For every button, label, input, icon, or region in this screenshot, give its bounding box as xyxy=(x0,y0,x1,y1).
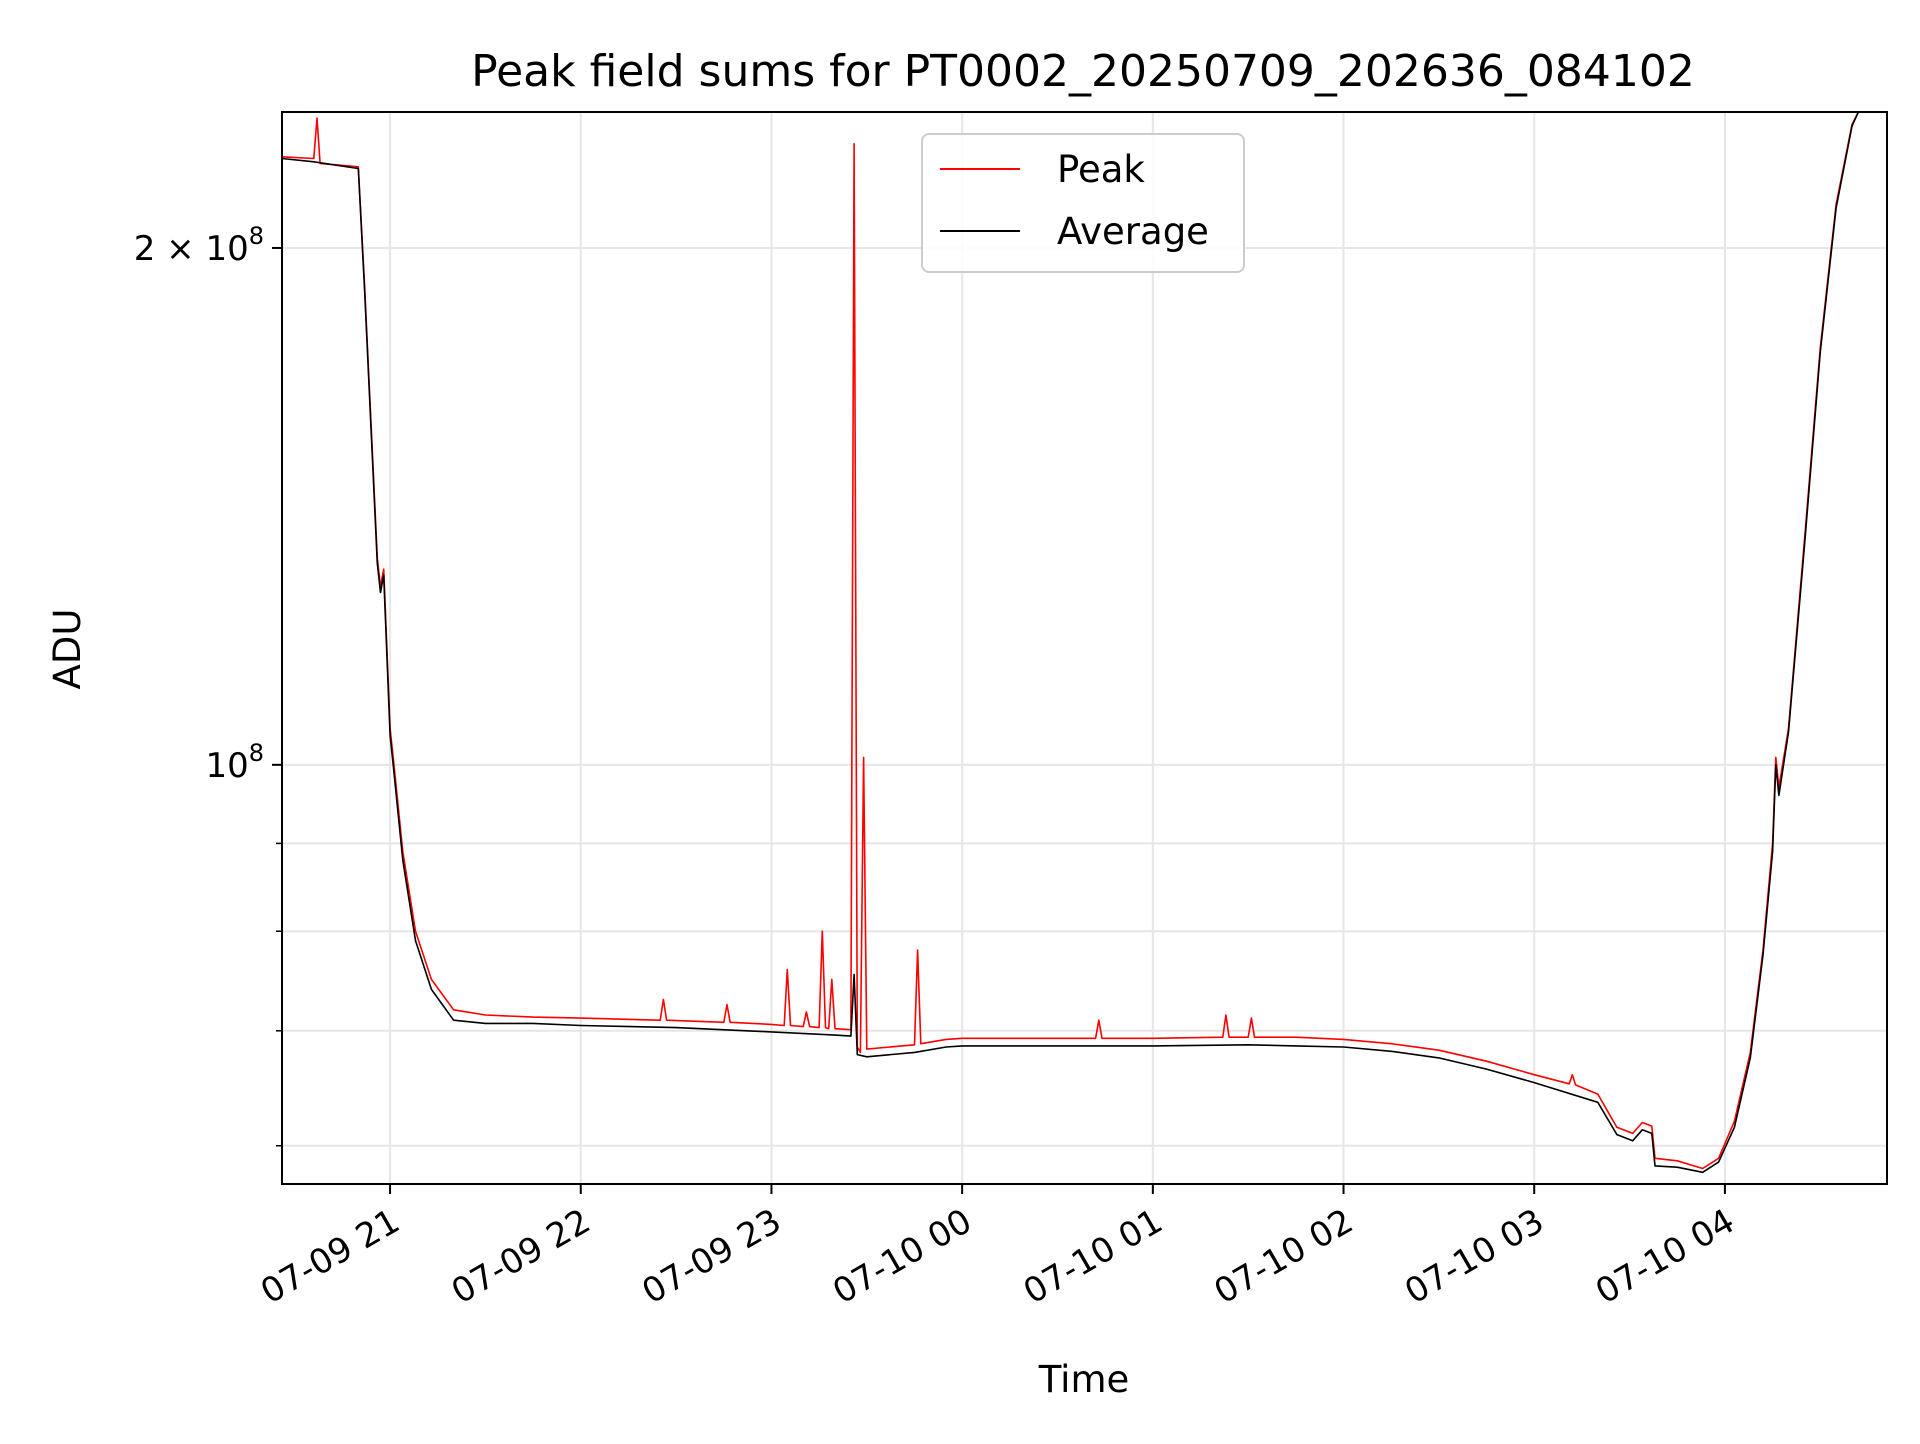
x-axis-label: Time xyxy=(1038,1358,1130,1401)
legend-label-peak: Peak xyxy=(1057,148,1145,191)
y-tick-label: 2 × 108 xyxy=(134,222,264,269)
y-axis: 2 × 108 108 xyxy=(134,222,282,1147)
y-axis-label: ADU xyxy=(46,609,89,690)
plot-frame xyxy=(281,111,1888,1185)
series-layer xyxy=(282,112,1860,1174)
chart-title: Peak field sums for PT0002_20250709_2026… xyxy=(471,46,1695,97)
series-line-peak xyxy=(282,112,1860,1170)
legend-label-average: Average xyxy=(1057,210,1209,253)
series-line-average xyxy=(282,112,1860,1174)
legend: Peak Average xyxy=(921,133,1245,273)
grid-layer xyxy=(282,112,1887,1184)
y-tick-label: 108 xyxy=(205,739,264,786)
